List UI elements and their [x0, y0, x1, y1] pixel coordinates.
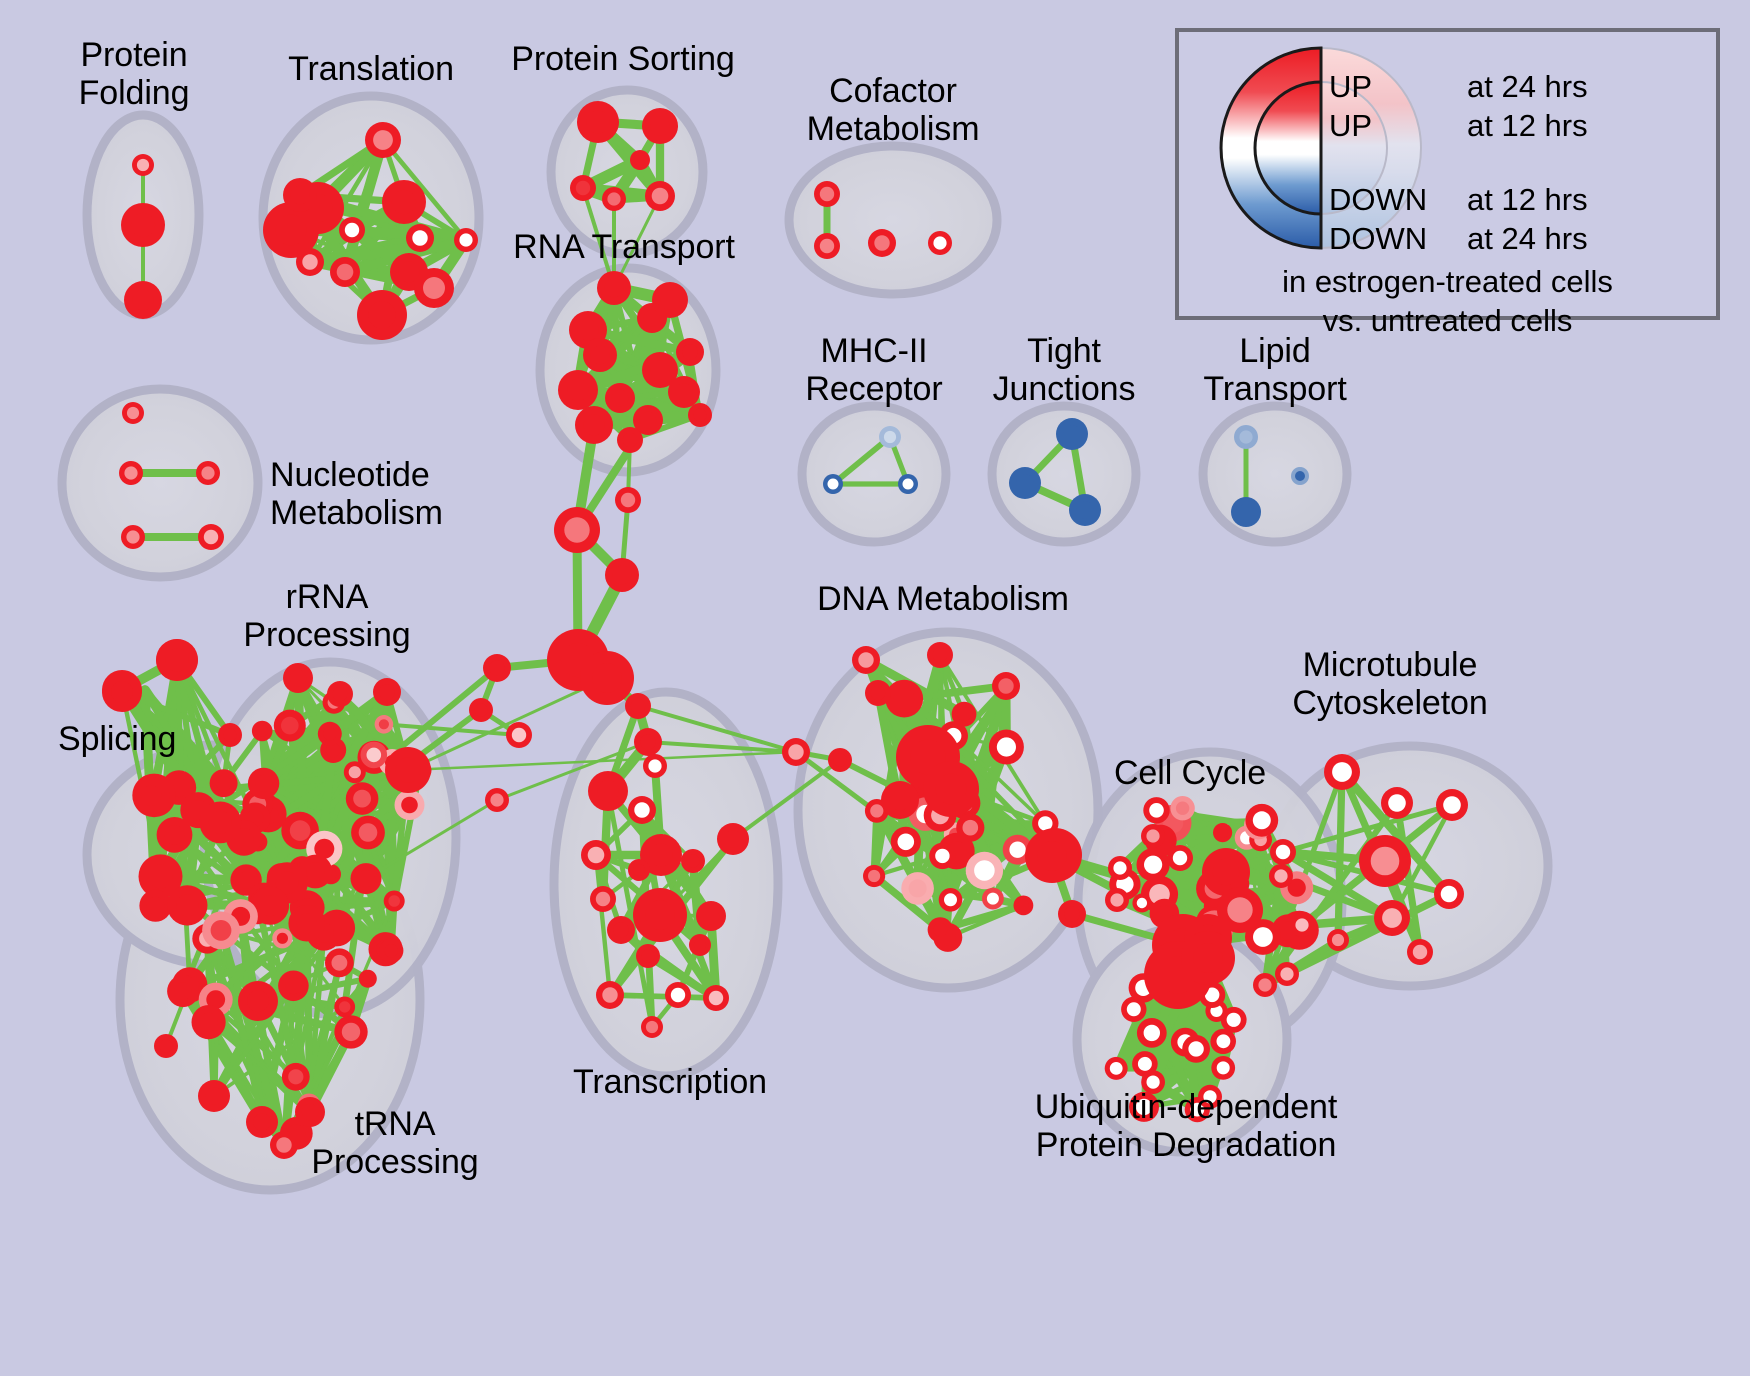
legend-footer-line1: in estrogen-treated cells — [1282, 264, 1613, 299]
legend-time-0: at 24 hrs — [1467, 69, 1588, 104]
legend-box: UP at 24 hrs UP at 12 hrs DOWN at 12 hrs… — [1175, 28, 1720, 338]
legend-time-3: at 24 hrs — [1467, 221, 1588, 256]
legend-state-2: DOWN — [1329, 182, 1428, 217]
legend-time-2: at 12 hrs — [1467, 182, 1588, 217]
legend-state-1: UP — [1329, 108, 1373, 143]
legend-state-3: DOWN — [1329, 221, 1428, 256]
legend-node-diagram — [1219, 46, 1422, 250]
legend-footer-line2: vs. untreated cells — [1322, 303, 1573, 338]
network-nodes — [102, 101, 1468, 1159]
legend-time-1: at 12 hrs — [1467, 108, 1588, 143]
legend-state-0: UP — [1329, 69, 1373, 104]
